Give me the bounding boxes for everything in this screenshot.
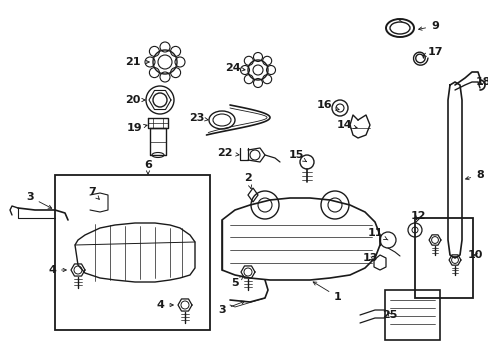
- Text: 2: 2: [244, 173, 251, 189]
- Text: 13: 13: [362, 253, 377, 263]
- Text: 1: 1: [312, 282, 341, 302]
- Text: 11: 11: [366, 228, 387, 240]
- Text: 22: 22: [217, 148, 239, 158]
- Text: 16: 16: [317, 100, 338, 110]
- Text: 7: 7: [88, 187, 99, 199]
- Text: 15: 15: [288, 150, 306, 162]
- Text: 23: 23: [189, 113, 208, 123]
- Text: 3: 3: [26, 192, 52, 208]
- Text: 4: 4: [48, 265, 66, 275]
- Text: 25: 25: [382, 310, 397, 320]
- Text: 20: 20: [125, 95, 145, 105]
- Text: 18: 18: [474, 77, 488, 87]
- Bar: [414, 218, 472, 298]
- Bar: [55, 175, 209, 330]
- Text: 19: 19: [127, 123, 147, 133]
- Text: 6: 6: [144, 160, 152, 174]
- Text: 17: 17: [422, 47, 442, 57]
- Text: 14: 14: [337, 120, 356, 130]
- Text: 24: 24: [225, 63, 244, 73]
- Text: 12: 12: [409, 211, 425, 221]
- Text: 21: 21: [125, 57, 149, 67]
- Text: 8: 8: [465, 170, 483, 180]
- Text: 4: 4: [156, 300, 173, 310]
- Bar: [384, 290, 439, 340]
- Text: 10: 10: [467, 250, 482, 260]
- Text: 9: 9: [418, 21, 438, 31]
- Text: 3: 3: [218, 301, 244, 315]
- Text: 5: 5: [231, 276, 243, 288]
